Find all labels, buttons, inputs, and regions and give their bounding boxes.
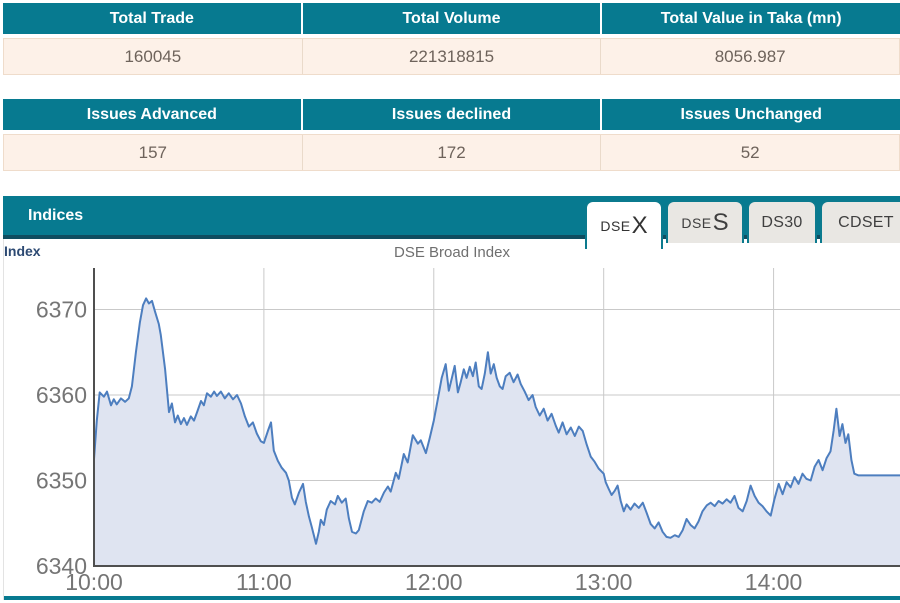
total-value-value: 8056.987 xyxy=(714,47,786,66)
issues-unchanged-header: Issues Unchanged xyxy=(602,99,900,130)
total-trade-header: Total Trade xyxy=(3,3,303,34)
issues-unchanged-value: 52 xyxy=(740,143,760,162)
total-trade-value: 160045 xyxy=(4,39,303,74)
svg-text:6340: 6340 xyxy=(36,553,87,579)
issues-value-row: 157 172 52 xyxy=(3,134,900,171)
svg-text:11:00: 11:00 xyxy=(236,569,292,595)
issues-header-row: Issues Advanced Issues declined Issues U… xyxy=(3,99,900,130)
total-volume-value: 221318815 xyxy=(303,39,602,74)
y-axis-caption: Index xyxy=(4,243,41,259)
issues-table: Issues Advanced Issues declined Issues U… xyxy=(3,99,900,171)
issues-declined-header: Issues declined xyxy=(302,99,603,130)
total-volume-header: Total Volume xyxy=(302,3,603,34)
index-tabs: DSE X DSE S DS30 CDSET xyxy=(585,200,900,249)
svg-text:6350: 6350 xyxy=(36,468,87,494)
totals-value-row: 160045 221318815 8056.987 xyxy=(3,38,900,75)
svg-text:12:00: 12:00 xyxy=(405,569,463,595)
svg-text:14:00: 14:00 xyxy=(745,569,803,595)
tab-ds30[interactable]: DS30 xyxy=(747,200,817,243)
total-value-header: Total Value in Taka (mn) xyxy=(602,3,900,34)
dse-broad-index-area-chart: 6340 6350 6360 6370 10:00 11:00 12:00 13:00 14:0… xyxy=(36,268,900,595)
svg-text:6370: 6370 xyxy=(36,297,87,323)
bottom-teal-strip xyxy=(4,596,900,600)
tab-dses[interactable]: DSE S xyxy=(666,200,744,243)
tab-dsex[interactable]: DSE X xyxy=(585,200,663,249)
issues-advanced-header: Issues Advanced xyxy=(3,99,303,130)
tab-dses-label: DSE xyxy=(681,214,712,231)
tab-ds30-label: DS30 xyxy=(761,213,803,231)
index-chart-panel: Index DSE Broad Index 6340 6350 6360 6370 10… xyxy=(3,239,900,600)
totals-header-row: Total Trade Total Volume Total Value in … xyxy=(3,3,900,34)
issues-declined-value: 172 xyxy=(303,135,602,170)
totals-table: Total Trade Total Volume Total Value in … xyxy=(3,3,900,75)
chart-caption-row: Index DSE Broad Index xyxy=(4,239,900,263)
svg-text:6360: 6360 xyxy=(36,382,87,408)
tab-dsex-label: DSE xyxy=(600,217,631,234)
svg-text:10:00: 10:00 xyxy=(65,569,123,595)
indices-header-bar: Indices DSE X DSE S DS30 CDSET xyxy=(3,196,900,249)
chart-title: DSE Broad Index xyxy=(394,244,510,261)
tab-cdset[interactable]: CDSET xyxy=(820,200,900,243)
issues-advanced-value: 157 xyxy=(4,135,303,170)
indices-title: Indices xyxy=(28,207,84,224)
svg-text:13:00: 13:00 xyxy=(575,569,633,595)
tab-cdset-label: CDSET xyxy=(838,213,894,231)
